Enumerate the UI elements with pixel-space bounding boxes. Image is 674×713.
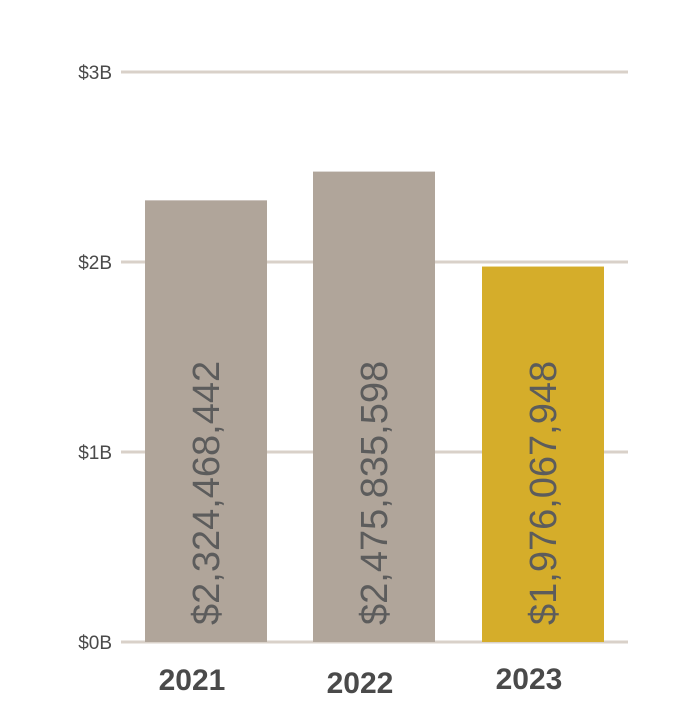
- x-tick-label: 2023: [496, 663, 563, 696]
- x-tick-label: 2022: [327, 667, 394, 700]
- bar: [145, 200, 267, 642]
- x-axis-ticks: 2021 2022 2023: [159, 663, 563, 700]
- data-label: $1,976,067,948: [523, 361, 565, 625]
- bars: [145, 171, 604, 642]
- y-tick-label: $1B: [78, 443, 112, 464]
- y-tick-label: $3B: [78, 63, 112, 84]
- y-axis-ticks: $0B $1B $2B $3B: [78, 63, 112, 654]
- y-tick-label: $2B: [78, 253, 112, 274]
- bar: [482, 266, 604, 642]
- bar: [313, 171, 435, 642]
- data-label: $2,475,835,598: [354, 361, 396, 625]
- data-labels: $2,324,468,442 $2,475,835,598 $1,976,067,9…: [186, 361, 565, 625]
- x-tick-label: 2021: [159, 664, 226, 697]
- data-label: $2,324,468,442: [186, 361, 228, 625]
- y-tick-label: $0B: [78, 633, 112, 654]
